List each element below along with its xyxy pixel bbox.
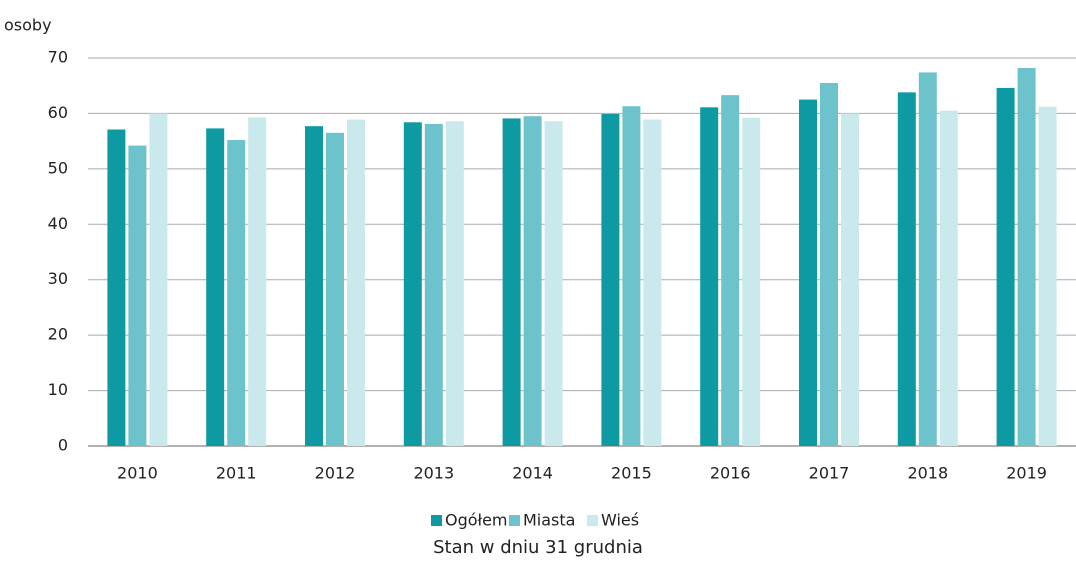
x-tick-label: 2010 — [117, 464, 158, 483]
legend-swatch — [587, 515, 598, 526]
y-tick-label: 60 — [48, 103, 68, 122]
bar — [424, 123, 443, 447]
bar — [601, 113, 620, 447]
x-tick-label: 2014 — [512, 464, 553, 483]
bar — [721, 95, 740, 446]
bar — [897, 92, 916, 446]
bar — [820, 82, 838, 446]
bar — [107, 129, 126, 446]
x-tick-label: 2013 — [413, 464, 454, 483]
x-tick-label: 2018 — [907, 464, 948, 483]
legend-swatch — [431, 515, 442, 526]
legend-swatch — [509, 515, 520, 526]
bar — [149, 113, 168, 446]
bar — [643, 119, 662, 447]
bar — [700, 107, 719, 447]
y-tick-label: 20 — [48, 325, 68, 344]
y-tick-label: 10 — [48, 380, 68, 399]
x-tick-label: 2019 — [1006, 464, 1047, 483]
bar — [403, 122, 422, 446]
bar — [1017, 67, 1036, 446]
y-tick-label: 70 — [48, 48, 68, 67]
bar — [523, 116, 542, 446]
x-tick-label: 2015 — [611, 464, 652, 483]
bar — [939, 110, 958, 447]
bar — [841, 113, 859, 446]
y-tick-label: 40 — [48, 214, 68, 233]
bar — [206, 128, 225, 446]
legend-label: Ogółem — [445, 511, 508, 530]
bar — [305, 126, 323, 447]
x-tick-label: 2017 — [809, 464, 850, 483]
x-tick-label: 2012 — [315, 464, 356, 483]
bar — [445, 121, 464, 446]
legend-label: Wieś — [601, 511, 639, 530]
bar — [326, 132, 344, 447]
bar — [918, 72, 937, 446]
y-axis-label: osoby — [4, 16, 52, 35]
bar — [248, 117, 267, 447]
bar — [502, 118, 521, 446]
bar — [128, 145, 147, 446]
bar — [347, 119, 365, 447]
y-tick-label: 30 — [48, 269, 68, 288]
bar — [227, 140, 246, 446]
x-tick-label: 2016 — [710, 464, 751, 483]
bar — [799, 99, 817, 447]
bar — [544, 121, 563, 446]
caption: Stan w dniu 31 grudnia — [433, 537, 643, 558]
legend-label: Miasta — [523, 511, 575, 530]
bar — [1038, 106, 1057, 446]
y-tick-label: 50 — [48, 158, 68, 177]
bar — [996, 87, 1015, 446]
bar — [742, 117, 761, 446]
x-tick-label: 2011 — [216, 464, 257, 483]
bar — [622, 106, 641, 447]
y-tick-label: 0 — [58, 436, 68, 455]
